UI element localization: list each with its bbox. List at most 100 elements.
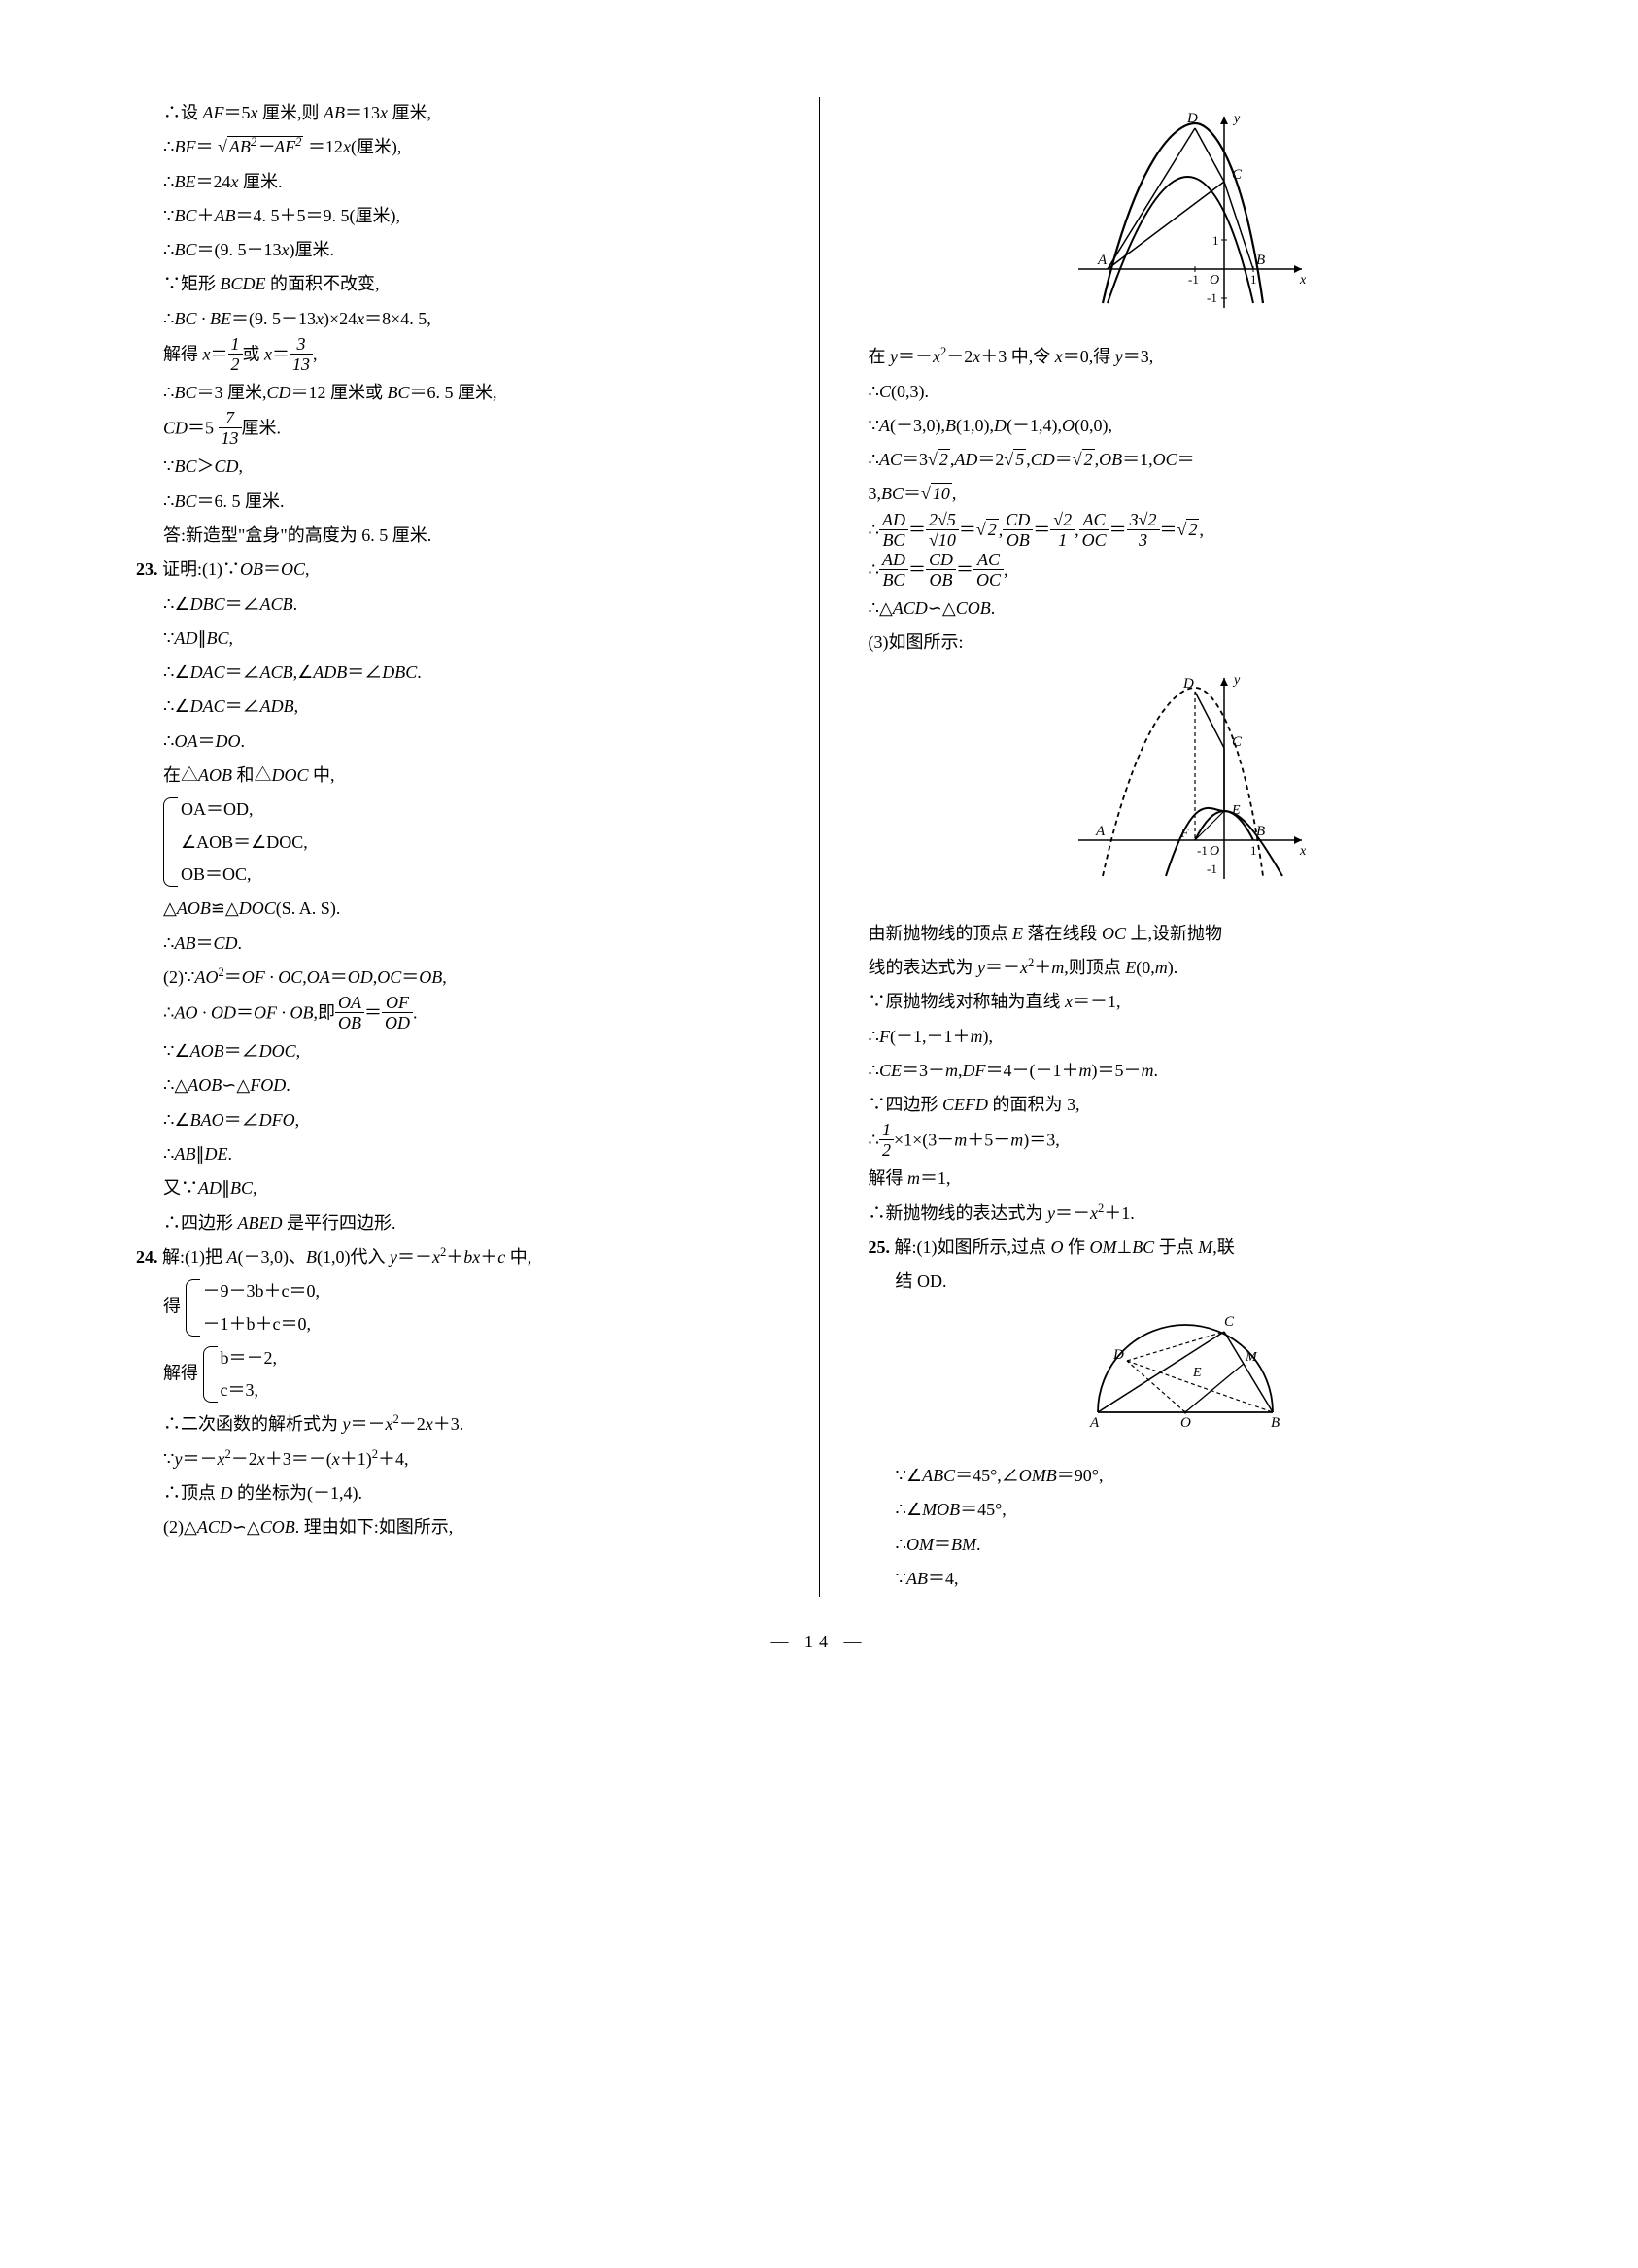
text-line: ∵矩形 BCDE 的面积不改变, [136,268,770,300]
text-line: ∴△AOB∽△FOD. [136,1069,770,1101]
text-line: ∴设 AF＝5x 厘米,则 AB＝13x 厘米, [136,97,770,129]
right-column: A B C D O x y -1 1 1 -1 在 y＝－x2－2x＋3 中,令… [869,97,1503,1597]
svg-text:-1: -1 [1197,843,1208,858]
qnum: 25. [869,1237,891,1257]
text-line: ∴BF＝ AB2－AF2 ＝12x(厘米), [136,131,770,163]
text-line: ∵AB＝4, [869,1563,1503,1595]
text-line: △AOB≌△DOC(S. A. S). [136,893,770,925]
svg-text:O: O [1180,1415,1191,1431]
svg-text:D: D [1112,1347,1124,1363]
svg-text:E: E [1192,1366,1202,1380]
text-line: ∴AB＝CD. [136,928,770,960]
svg-text:B: B [1256,824,1265,839]
text-line: (2)∵AO2＝OF · OC,OA＝OD,OC＝OB, [136,962,770,994]
text-line: ∵A(－3,0),B(1,0),D(－1,4),O(0,0), [869,410,1503,442]
svg-text:E: E [1231,803,1241,818]
text-line: ∴ADBC＝CDOB＝ACOC, [869,553,1503,591]
text-line: ∴AB∥DE. [136,1138,770,1170]
text-line: (3)如图所示: [869,626,1503,659]
text-line: ∴AO · OD＝OF · OB,即OAOB＝OFOD. [136,996,770,1033]
qnum: 24. [136,1247,158,1267]
text-line: 在 y＝－x2－2x＋3 中,令 x＝0,得 y＝3, [869,341,1503,373]
text-line: ∵原抛物线对称轴为直线 x＝－1, [869,986,1503,1018]
text-line: 在△AOB 和△DOC 中, [136,760,770,792]
text-line: ∴OM＝BM. [869,1529,1503,1561]
svg-text:y: y [1232,112,1241,126]
text-line: CD＝5 713厘米. [136,411,770,449]
text-line: ∵∠ABC＝45°,∠OMB＝90°, [869,1460,1503,1492]
text-line: 由新抛物线的顶点 E 落在线段 OC 上,设新抛物 [869,918,1503,950]
svg-text:1: 1 [1250,272,1257,287]
question-23: 23. 证明:(1)∵OB＝OC, [136,554,770,586]
text-line: 结 OD. [869,1266,1503,1298]
svg-text:B: B [1256,253,1265,268]
brace-group: 得 －9－3b＋c＝0, －1＋b＋c＝0, [136,1275,770,1340]
text-line: ∴C(0,3). [869,376,1503,408]
text-line: ∴ADBC＝2√5√10＝2,CDOB＝√21,ACOC＝3√23＝2, [869,513,1503,551]
page-content: ∴设 AF＝5x 厘米,则 AB＝13x 厘米, ∴BF＝ AB2－AF2 ＝1… [136,97,1502,1597]
text-line: ∴AC＝32,AD＝25,CD＝2,OB＝1,OC＝ [869,444,1503,476]
left-column: ∴设 AF＝5x 厘米,则 AB＝13x 厘米, ∴BF＝ AB2－AF2 ＝1… [136,97,770,1597]
brace-label: 解得 [163,1363,198,1382]
brace-line: OB＝OC, [181,859,308,891]
svg-text:1: 1 [1212,233,1219,248]
question-24: 24. 解:(1)把 A(－3,0)、B(1,0)代入 y＝－x2＋bx＋c 中… [136,1241,770,1273]
text-line: ∴∠MOB＝45°, [869,1494,1503,1526]
svg-text:x: x [1299,844,1307,859]
brace-label: 得 [163,1297,181,1316]
brace-line: c＝3, [221,1374,278,1406]
text-line: ∴∠DBC＝∠ACB. [136,589,770,621]
brace-line: －9－3b＋c＝0, [203,1275,321,1307]
text-line: ∴顶点 D 的坐标为(－1,4). [136,1477,770,1509]
text-line: ∴BC＝(9. 5－13x)厘米. [136,234,770,266]
svg-text:O: O [1210,844,1219,859]
brace-group: 解得 b＝－2, c＝3, [136,1342,770,1407]
svg-text:-1: -1 [1207,290,1217,305]
semicircle-graph: A B O C D E M [869,1310,1503,1442]
brace-line: OA＝OD, [181,794,308,826]
svg-text:D: D [1186,111,1198,126]
text-line: ∴F(－1,－1＋m), [869,1021,1503,1053]
text-line: 解得 x＝12或 x＝313, [136,337,770,375]
brace-line: ∠AOB＝∠DOC, [181,827,308,859]
page-number: — 14 — [136,1626,1502,1658]
svg-text:C: C [1232,734,1243,750]
brace-line: b＝－2, [221,1342,278,1374]
text-line: ∴∠DAC＝∠ACB,∠ADB＝∠DBC. [136,657,770,689]
text-line: ∴四边形 ABED 是平行四边形. [136,1207,770,1239]
text-line: 线的表达式为 y＝－x2＋m,则顶点 E(0,m). [869,952,1503,984]
text-line: ∵四边形 CEFD 的面积为 3, [869,1089,1503,1121]
text-line: 解得 m＝1, [869,1163,1503,1195]
text-line: ∴12×1×(3－m＋5－m)＝3, [869,1123,1503,1161]
text-line: ∵y＝－x2－2x＋3＝－(x＋1)2＋4, [136,1443,770,1475]
question-25: 25. 解:(1)如图所示,过点 O 作 OM⊥BC 于点 M,联 [869,1232,1503,1264]
text-line: ∴BC · BE＝(9. 5－13x)×24x＝8×4. 5, [136,303,770,335]
text-line: 答:新造型"盒身"的高度为 6. 5 厘米. [136,520,770,552]
text-line: ∵BC＋AB＝4. 5＋5＝9. 5(厘米), [136,200,770,232]
text-line: ∴△ACD∽△COB. [869,592,1503,625]
text-line: ∴BE＝24x 厘米. [136,166,770,198]
text-line: ∴BC＝3 厘米,CD＝12 厘米或 BC＝6. 5 厘米, [136,377,770,409]
text-line: ∵BC＞CD, [136,451,770,483]
text-line: ∴BC＝6. 5 厘米. [136,486,770,518]
text-line: ∵∠AOB＝∠DOC, [136,1035,770,1067]
svg-text:C: C [1224,1314,1235,1330]
svg-text:O: O [1210,273,1219,288]
parabola-graph-2: A B C D E F O x y -1 1 -1 [869,670,1503,899]
svg-text:1: 1 [1250,843,1257,858]
svg-text:B: B [1271,1415,1280,1431]
text-line: ∴∠BAO＝∠DFO, [136,1104,770,1136]
svg-text:-1: -1 [1207,862,1217,876]
svg-text:A: A [1095,824,1106,839]
svg-text:-1: -1 [1188,272,1199,287]
column-divider [819,97,820,1597]
svg-text:A: A [1089,1415,1100,1431]
text-line: 又∵AD∥BC, [136,1172,770,1204]
text-line: (2)△ACD∽△COB. 理由如下:如图所示, [136,1511,770,1543]
svg-text:y: y [1232,673,1241,688]
svg-text:D: D [1182,676,1194,692]
svg-text:C: C [1232,167,1243,183]
text-line: ∴CE＝3－m,DF＝4－(－1＋m)＝5－m. [869,1055,1503,1087]
text-line: ∴∠DAC＝∠ADB, [136,691,770,723]
text-line: 3,BC＝10, [869,478,1503,510]
